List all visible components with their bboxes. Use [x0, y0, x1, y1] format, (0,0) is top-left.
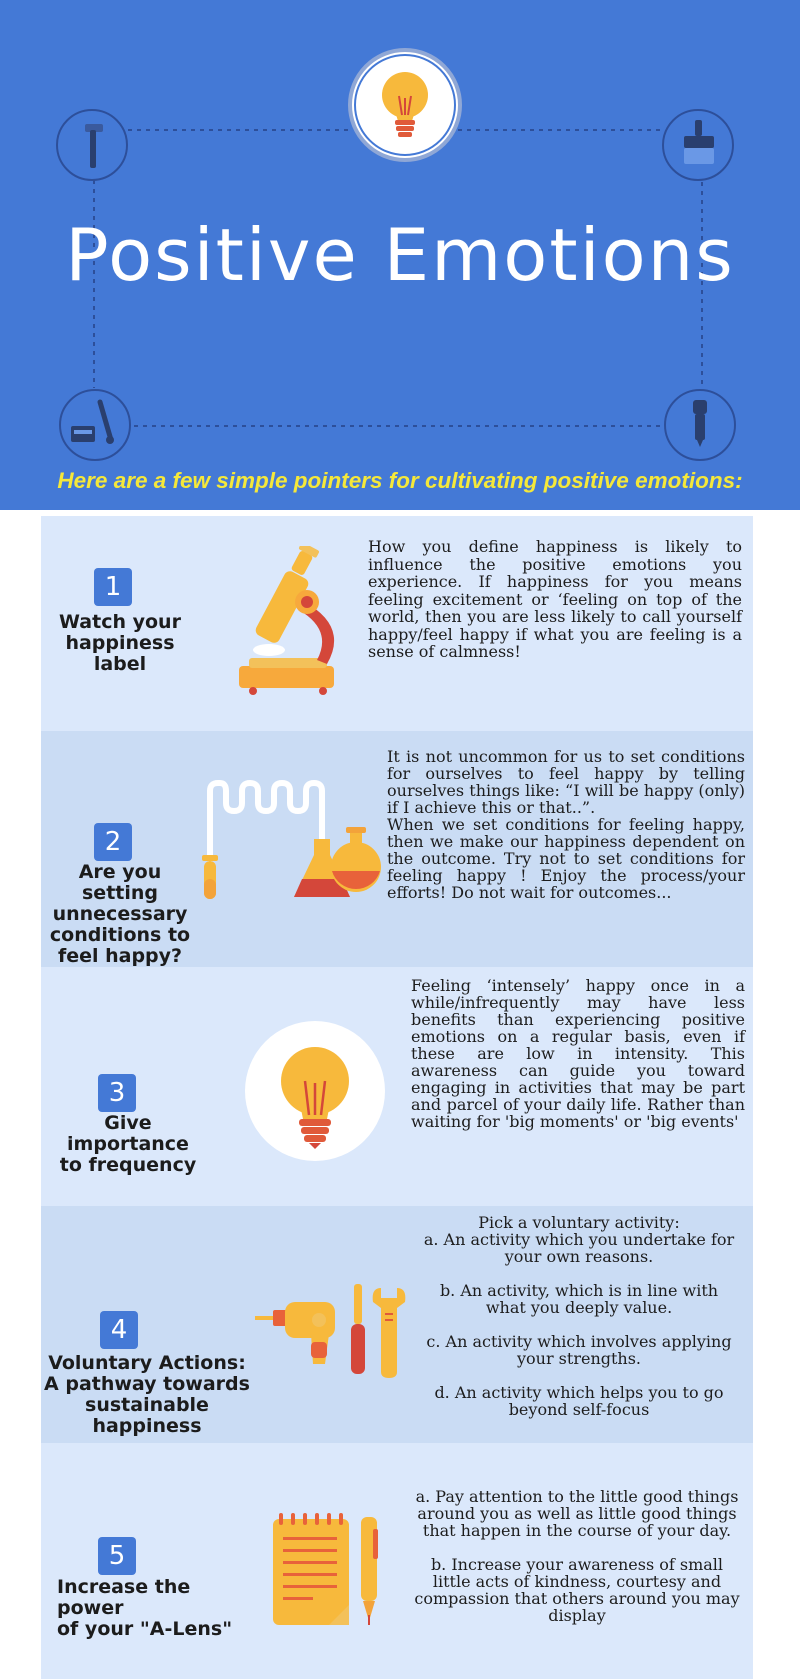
header-banner: Positive Emotions Here are a few simple …	[0, 0, 800, 510]
page-title: Positive Emotions	[65, 213, 735, 297]
page-subtitle: Here are a few simple pointers for culti…	[57, 468, 743, 493]
section-text: Feeling ‘intensely’ happy once in a whil…	[411, 976, 745, 1131]
section-number-badge: 3	[98, 1074, 136, 1112]
notepad-pen-icon	[273, 1513, 378, 1625]
section-title: Give importance to frequency	[59, 1112, 197, 1176]
microscope-icon	[239, 546, 335, 695]
section-number-badge: 4	[100, 1311, 138, 1349]
section-number-badge: 1	[94, 568, 132, 606]
lab-flasks-icon	[202, 780, 381, 899]
section-number-badge: 5	[98, 1537, 136, 1575]
tools-icon	[255, 1284, 406, 1378]
paintbrush-icon	[662, 109, 734, 181]
header-frame	[56, 48, 736, 461]
section-5: 5 Increase the power of your "A-Lens" a.…	[41, 1443, 753, 1679]
section-text: It is not uncommon for us to set conditi…	[387, 747, 745, 902]
section-text: How you define happiness is likely to in…	[368, 537, 742, 661]
marker-icon	[664, 389, 736, 461]
section-text: Pick a voluntary activity: a. An activit…	[423, 1213, 735, 1419]
section-2: 2 Are you setting unnecessary conditions…	[41, 731, 753, 967]
section-title: Increase the power of your "A-Lens"	[57, 1576, 233, 1640]
section-title: Are you setting unnecessary conditions t…	[49, 861, 191, 967]
hammer-icon	[56, 109, 128, 181]
lightbulb-icon	[348, 48, 462, 162]
section-title: Watch your happiness label	[59, 611, 181, 675]
section-title: Voluntary Actions: A pathway towards sus…	[44, 1352, 250, 1437]
section-3: 3 Give importance to frequency Feeling ‘…	[41, 967, 753, 1206]
section-4: 4 Voluntary Actions: A pathway towards s…	[41, 1206, 753, 1443]
lightbulb-icon	[245, 1021, 385, 1161]
section-text: a. Pay attention to the little good thin…	[414, 1487, 740, 1625]
section-1: 1 Watch your happiness label How you def…	[41, 516, 753, 731]
section-number-badge: 2	[94, 823, 132, 861]
toolbox-icon	[59, 389, 131, 461]
